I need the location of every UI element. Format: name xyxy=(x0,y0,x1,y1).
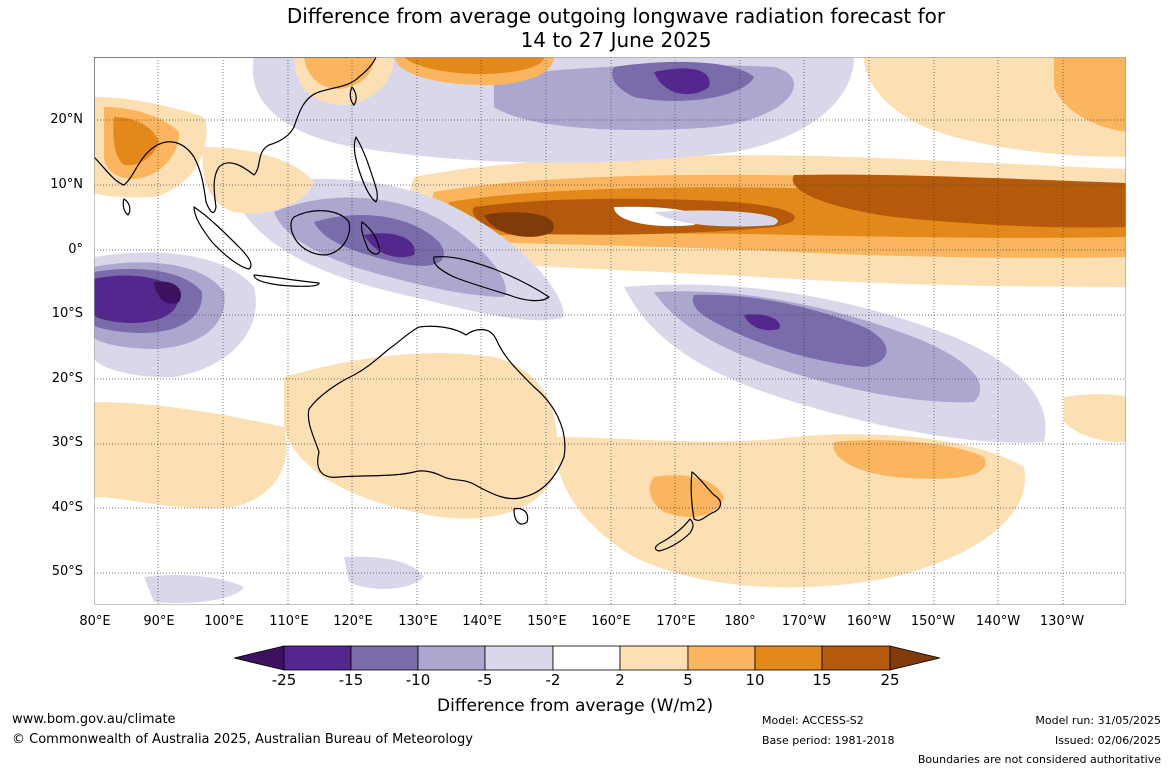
asia-mainland-outline xyxy=(94,57,377,214)
colorbar-tick-8: 10 xyxy=(745,671,765,689)
map-frame xyxy=(94,57,1126,605)
model-text: Model: ACCESS-S2 xyxy=(762,714,864,727)
lon-label-120e: 120°E xyxy=(333,614,373,629)
issued-text: Issued: 02/06/2025 xyxy=(1054,734,1161,747)
colorbar-segment-9 xyxy=(821,645,891,671)
colorbar-tick-1: -25 xyxy=(271,671,297,689)
colorbar-segment-1 xyxy=(283,645,352,671)
colorbar-label: Difference from average (W/m2) xyxy=(437,696,714,716)
lon-label-150w: 150°W xyxy=(910,614,956,629)
new-guinea-outline xyxy=(433,256,550,302)
colorbar-segment-6 xyxy=(619,645,689,671)
lon-label-160e: 160°E xyxy=(591,614,631,629)
lat-label-10n: 10°N xyxy=(50,177,83,192)
tasmania-outline xyxy=(513,507,529,525)
colorbar-tick-6: 2 xyxy=(615,671,625,689)
coastlines xyxy=(94,57,722,552)
lon-label-130e: 130°E xyxy=(398,614,438,629)
title-line-1: Difference from average outgoing longwav… xyxy=(286,4,946,28)
disclaimer-text: Boundaries are not considered authoritat… xyxy=(917,753,1161,766)
lon-label-170w: 170°W xyxy=(781,614,827,629)
lat-label-20n: 20°N xyxy=(50,112,83,127)
philippines-outline xyxy=(353,136,378,203)
olr-anomaly-map xyxy=(94,57,1126,605)
lon-label-160w: 160°W xyxy=(846,614,892,629)
colorbar-tick-9: 15 xyxy=(812,671,832,689)
new-zealand-north-outline xyxy=(690,471,722,521)
australia-outline xyxy=(307,325,566,500)
colorbar-tick-2: -15 xyxy=(338,671,364,689)
anomaly-field xyxy=(94,57,1126,604)
lon-label-90e: 90°E xyxy=(143,614,175,629)
sulawesi-outline xyxy=(360,221,381,255)
lat-label-0: 0° xyxy=(68,242,83,257)
copyright-text: © Commonwealth of Australia 2025, Austra… xyxy=(12,732,473,747)
colorbar-extend-low xyxy=(233,645,285,671)
lon-label-110e: 110°E xyxy=(269,614,309,629)
lon-label-140w: 140°W xyxy=(975,614,1021,629)
colorbar-tick-3: -10 xyxy=(405,671,431,689)
map-title: Difference from average outgoing longwav… xyxy=(0,4,1173,52)
lat-label-50s: 50°S xyxy=(51,564,83,579)
sri-lanka-outline xyxy=(122,198,131,216)
colorbar-segment-5 xyxy=(552,645,621,671)
java-outline xyxy=(253,274,320,287)
lat-label-20s: 20°S xyxy=(51,371,83,386)
borneo-outline xyxy=(290,210,351,256)
taiwan-outline xyxy=(349,86,357,106)
colorbar-tick-4: -5 xyxy=(477,671,493,689)
sumatra-outline xyxy=(193,206,252,270)
lon-label-170e: 170°E xyxy=(656,614,696,629)
model-run-text: Model run: 31/05/2025 xyxy=(1035,714,1161,727)
title-line-2: 14 to 27 June 2025 xyxy=(520,28,712,52)
colorbar-segment-4 xyxy=(484,645,554,671)
colorbar-tick-5: -2 xyxy=(545,671,561,689)
base-period-text: Base period: 1981-2018 xyxy=(762,734,895,747)
website-link[interactable]: www.bom.gov.au/climate xyxy=(12,712,176,727)
colorbar xyxy=(233,645,941,671)
lon-label-80e: 80°E xyxy=(79,614,111,629)
colorbar-segment-7 xyxy=(687,645,756,671)
lat-label-10s: 10°S xyxy=(51,306,83,321)
lon-label-150e: 150°E xyxy=(527,614,567,629)
lon-label-180: 180° xyxy=(724,614,756,629)
colorbar-tick-7: 5 xyxy=(683,671,693,689)
lon-label-140e: 140°E xyxy=(462,614,502,629)
lat-label-30s: 30°S xyxy=(51,435,83,450)
lon-label-130w: 130°W xyxy=(1039,614,1085,629)
colorbar-tick-10: 25 xyxy=(880,671,900,689)
graticule xyxy=(94,57,1126,605)
colorbar-segment-3 xyxy=(417,645,486,671)
new-zealand-south-outline xyxy=(654,518,694,552)
colorbar-extend-high xyxy=(889,645,941,671)
lat-label-40s: 40°S xyxy=(51,500,83,515)
colorbar-segment-8 xyxy=(754,645,823,671)
lon-label-100e: 100°E xyxy=(204,614,244,629)
colorbar-segment-2 xyxy=(350,645,419,671)
